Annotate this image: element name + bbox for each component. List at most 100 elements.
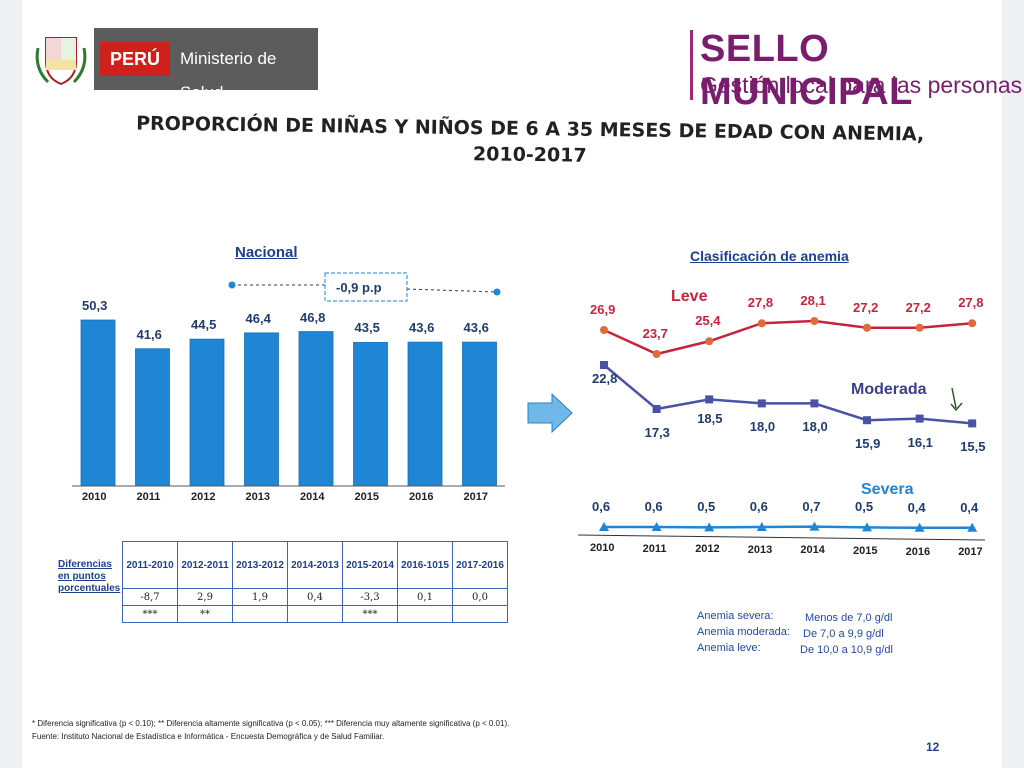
data-label-leve: 25,4: [695, 313, 721, 329]
data-label-severa: 0,4: [907, 499, 926, 515]
bar-value-label: 46,4: [245, 310, 271, 326]
point-severa-2016: [914, 522, 925, 532]
x-tick-label: 2014: [300, 491, 325, 503]
x-tick-label: 2017: [463, 491, 488, 503]
point-moderada-2010: [600, 361, 608, 369]
data-label-severa: 0,6: [592, 499, 611, 514]
change-line-right: [406, 288, 498, 293]
data-label-severa: 0,6: [749, 499, 768, 514]
legend-severa-label: Anemia severa:: [697, 610, 774, 622]
data-label-moderada: 15,9: [855, 436, 881, 452]
data-label-moderada: 16,1: [907, 434, 933, 450]
data-label-leve: 27,8: [958, 295, 984, 311]
data-label-severa: 0,7: [802, 498, 821, 514]
point-leve-2015: [863, 323, 871, 332]
x-tick-label: 2015: [853, 545, 878, 557]
legend-leve-range: De 10,0 a 10,9 g/dl: [800, 644, 893, 656]
table-column-header: 2011-2010: [122, 541, 178, 589]
point-moderada-2016: [915, 414, 924, 423]
bar-value-label: 44,5: [191, 317, 217, 333]
down-arrow-icon: [950, 387, 963, 412]
bar-value-label: 50,3: [82, 298, 108, 313]
bar-2017: [462, 341, 497, 487]
data-label-severa: 0,4: [960, 499, 979, 515]
table-cell-significance: [287, 605, 343, 623]
page-number: 12: [926, 740, 940, 754]
table-cell-significance: [232, 605, 288, 623]
nacional-title: Nacional: [235, 244, 298, 261]
line-x-axis: [577, 534, 986, 541]
point-severa-2012: [704, 522, 715, 532]
bar-value-label: 43,6: [409, 320, 435, 336]
change-dot-start: [228, 281, 236, 289]
series-name-leve: Leve: [671, 288, 708, 305]
ministry-label: Ministerio de Salud: [180, 49, 277, 102]
data-label-severa: 0,6: [644, 499, 663, 514]
peru-coat-of-arms-icon: [28, 28, 94, 90]
bar-2012: [189, 338, 225, 487]
point-severa-2015: [862, 522, 872, 532]
table-column-header: 2017-2016: [452, 541, 508, 589]
x-tick-label: 2012: [695, 543, 720, 556]
x-tick-label: 2011: [136, 491, 161, 503]
data-label-moderada: 15,5: [960, 439, 986, 455]
nacional-bar-chart: [72, 319, 505, 487]
data-label-leve: 27,8: [747, 295, 774, 311]
point-leve-2011: [652, 350, 661, 358]
point-moderada-2011: [652, 405, 661, 413]
x-tick-label: 2013: [747, 543, 773, 556]
legend-moderada-range: De 7,0 a 9,9 g/dl: [803, 628, 884, 640]
x-tick-label: 2013: [245, 491, 270, 503]
point-severa-2011: [651, 522, 662, 531]
table-cell: -8,7: [122, 588, 178, 606]
right-arrow-icon: [527, 392, 573, 434]
x-tick-label: 2014: [800, 544, 825, 557]
x-tick-label: 2016: [409, 491, 434, 503]
table-row: *** ** ***: [122, 605, 508, 623]
point-moderada-2013: [757, 399, 766, 408]
data-label-leve: 26,9: [590, 302, 616, 317]
data-label-leve: 28,1: [800, 293, 826, 308]
table-column-header: 2014-2013: [287, 541, 343, 589]
table-cell: 0,0: [452, 588, 508, 606]
differences-table: 2011-2010 2012-2011 2013-2012 2014-2013 2015…: [122, 541, 508, 623]
x-tick-label: 2016: [905, 545, 931, 558]
bar-value-label: 43,6: [463, 320, 489, 336]
change-label: -0,9 p.p: [336, 280, 382, 295]
data-label-moderada: 18,5: [697, 411, 723, 427]
point-severa-2017: [967, 522, 978, 532]
table-row-header: Diferencias en puntos porcentuales: [58, 559, 121, 594]
series-name-severa: Severa: [861, 481, 914, 498]
footnote-source: Fuente: Instituto Nacional de Estadístic…: [32, 732, 385, 741]
minsa-logo: PERÚ Ministerio de Salud: [28, 28, 318, 102]
series-name-moderada: Moderada: [851, 381, 927, 398]
slide: [22, 0, 1002, 768]
bar-value-label: 43,5: [354, 320, 380, 336]
legend-leve-label: Anemia leve:: [697, 642, 761, 654]
footnote-significance: * Diferencia significativa (p < 0.10); *…: [32, 719, 510, 728]
table-cell: 0,4: [287, 588, 343, 606]
x-tick-label: 2010: [82, 491, 107, 503]
table-cell-significance: ***: [122, 605, 178, 623]
table-cell-significance: **: [177, 605, 233, 623]
table-row: -8,7 2,9 1,9 0,4 -3,3 0,1 0,0: [122, 588, 508, 606]
point-leve-2010: [600, 326, 608, 334]
point-leve-2016: [915, 323, 924, 332]
bar-2010: [80, 319, 116, 487]
point-moderada-2014: [810, 399, 819, 408]
clasificacion-title: Clasificación de anemia: [690, 248, 849, 264]
table-cell: 0,1: [397, 588, 453, 606]
peru-label: PERÚ: [100, 42, 170, 76]
table-column-header: 2016-1015: [397, 541, 453, 589]
bar-value-label: 46,8: [300, 309, 326, 325]
change-dot-end: [493, 288, 501, 296]
data-label-moderada: 17,3: [644, 425, 670, 440]
x-tick-label: 2015: [354, 491, 379, 503]
table-cell-significance: ***: [342, 605, 398, 623]
x-tick-label: 2011: [642, 542, 667, 555]
point-moderada-2015: [863, 416, 871, 425]
table-cell: 1,9: [232, 588, 288, 606]
change-box: [324, 272, 408, 302]
bar-2013: [244, 332, 279, 487]
table-cell: -3,3: [342, 588, 398, 606]
